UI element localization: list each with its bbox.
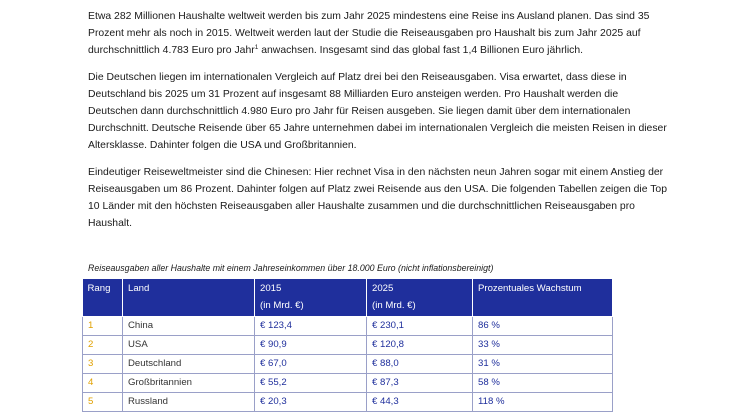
footnote-marker[interactable]: 1 (254, 44, 259, 52)
table-row: 5 Russland € 20,3 € 44,3 118 % (82, 392, 613, 412)
header-growth: Prozentuales Wachstum (472, 279, 613, 317)
travel-spending-table: Rang Land 2015 (in Mrd. €) 2025 (in Mrd. €… (82, 279, 613, 412)
cell-rank: 3 (82, 354, 123, 374)
paragraph-germany: Die Deutschen liegen im internationalen … (88, 71, 667, 152)
header-2015-label: 2015 (260, 283, 282, 294)
cell-2015: € 55,2 (254, 373, 367, 393)
paragraph-households-text: Etwa 282 Millionen Haushalte weltweit we… (88, 11, 650, 57)
cell-2015: € 20,3 (254, 392, 367, 412)
cell-country: Deutschland (122, 354, 255, 374)
cell-growth: 33 % (472, 335, 613, 355)
table-row: 2 USA € 90,9 € 120,8 33 % (82, 335, 613, 355)
cell-country: Russland (122, 392, 255, 412)
table-row: 3 Deutschland € 67,0 € 88,0 31 % (82, 354, 613, 374)
cell-country: USA (122, 335, 255, 355)
cell-2025: € 88,0 (366, 354, 473, 374)
header-2025: 2025 (in Mrd. €) (366, 279, 473, 317)
cell-2025: € 87,3 (366, 373, 473, 393)
table-header-row: Rang Land 2015 (in Mrd. €) 2025 (in Mrd. €… (82, 279, 613, 317)
cell-2025: € 230,1 (366, 316, 473, 336)
cell-growth: 86 % (472, 316, 613, 336)
cell-growth: 58 % (472, 373, 613, 393)
cell-country: China (122, 316, 255, 336)
header-2015-unit: (in Mrd. €) (260, 300, 304, 311)
cell-2015: € 123,4 (254, 316, 367, 336)
header-rank-label: Rang (87, 283, 111, 294)
cell-2015: € 67,0 (254, 354, 367, 374)
cell-2025: € 44,3 (366, 392, 473, 412)
header-country: Land (122, 279, 255, 317)
cell-country: Großbritannien (122, 373, 255, 393)
header-2025-label: 2025 (372, 283, 394, 294)
cell-rank: 5 (82, 392, 123, 412)
cell-2025: € 120,8 (366, 335, 473, 355)
cell-growth: 31 % (472, 354, 613, 374)
header-growth-label: Prozentuales Wachstum (478, 283, 582, 294)
paragraph-households: Etwa 282 Millionen Haushalte weltweit we… (88, 8, 668, 60)
cell-rank: 1 (82, 316, 123, 336)
table-caption: Reiseausgaben aller Haushalte mit einem … (88, 263, 494, 273)
cell-growth: 118 % (472, 392, 613, 412)
cell-rank: 4 (82, 373, 123, 393)
table-row: 1 China € 123,4 € 230,1 86 % (82, 316, 613, 336)
paragraph-households-text-end: anwachsen. Insgesamt sind das global fas… (258, 45, 584, 57)
header-country-label: Land (128, 283, 150, 294)
table-row: 4 Großbritannien € 55,2 € 87,3 58 % (82, 373, 613, 393)
cell-2015: € 90,9 (254, 335, 367, 355)
cell-rank: 2 (82, 335, 123, 355)
header-2015: 2015 (in Mrd. €) (254, 279, 367, 317)
header-rank: Rang (82, 279, 123, 317)
document-body: Etwa 282 Millionen Haushalte weltweit we… (88, 8, 668, 232)
header-2025-unit: (in Mrd. €) (372, 300, 416, 311)
paragraph-china: Eindeutiger Reiseweltmeister sind die Ch… (88, 166, 668, 230)
